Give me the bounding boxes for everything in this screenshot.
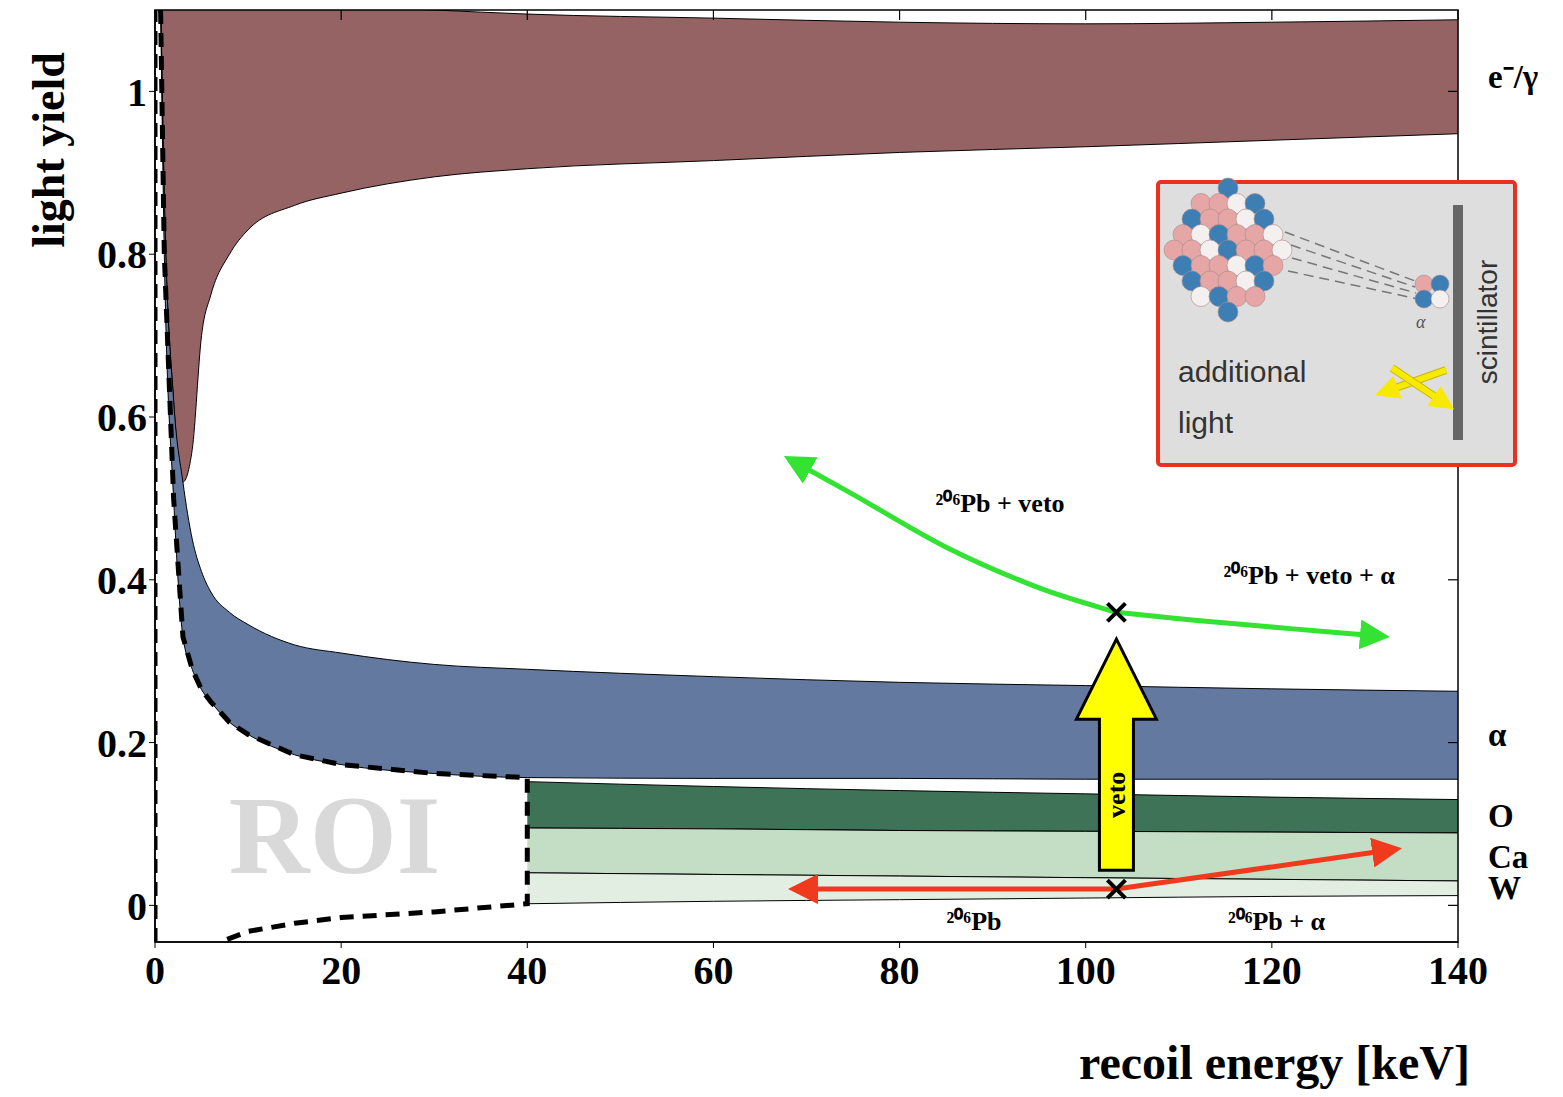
svg-text:veto: veto <box>1102 772 1131 818</box>
svg-text:0.8: 0.8 <box>97 232 147 277</box>
svg-text:²⁰⁶Pb: ²⁰⁶Pb <box>947 907 1002 936</box>
svg-text:scintillator: scintillator <box>1472 260 1503 384</box>
svg-text:²⁰⁶Pb + veto: ²⁰⁶Pb + veto <box>936 489 1065 518</box>
svg-text:recoil energy [keV]: recoil energy [keV] <box>1079 1036 1470 1089</box>
svg-text:0.4: 0.4 <box>97 558 147 603</box>
svg-text:ROI: ROI <box>229 773 441 897</box>
svg-text:additional: additional <box>1178 355 1306 388</box>
svg-text:100: 100 <box>1056 948 1116 993</box>
svg-text:120: 120 <box>1242 948 1302 993</box>
svg-text:²⁰⁶Pb + veto + α: ²⁰⁶Pb + veto + α <box>1223 561 1395 590</box>
svg-text:²⁰⁶Pb + α: ²⁰⁶Pb + α <box>1228 907 1326 936</box>
svg-text:140: 140 <box>1428 948 1488 993</box>
svg-text:Ca: Ca <box>1488 839 1528 875</box>
svg-text:e⁻/γ: e⁻/γ <box>1488 59 1538 95</box>
svg-text:light yield: light yield <box>23 52 74 248</box>
svg-text:80: 80 <box>880 948 920 993</box>
svg-text:α: α <box>1488 717 1507 753</box>
svg-text:α: α <box>1416 312 1426 332</box>
svg-text:40: 40 <box>507 948 547 993</box>
svg-text:0: 0 <box>145 948 165 993</box>
svg-text:1: 1 <box>127 70 147 115</box>
svg-text:60: 60 <box>693 948 733 993</box>
svg-text:O: O <box>1488 798 1514 834</box>
svg-text:W: W <box>1488 870 1521 906</box>
svg-text:0: 0 <box>127 884 147 929</box>
svg-text:0.2: 0.2 <box>97 721 147 766</box>
svg-text:20: 20 <box>321 948 361 993</box>
svg-text:0.6: 0.6 <box>97 395 147 440</box>
svg-text:light: light <box>1178 406 1234 439</box>
